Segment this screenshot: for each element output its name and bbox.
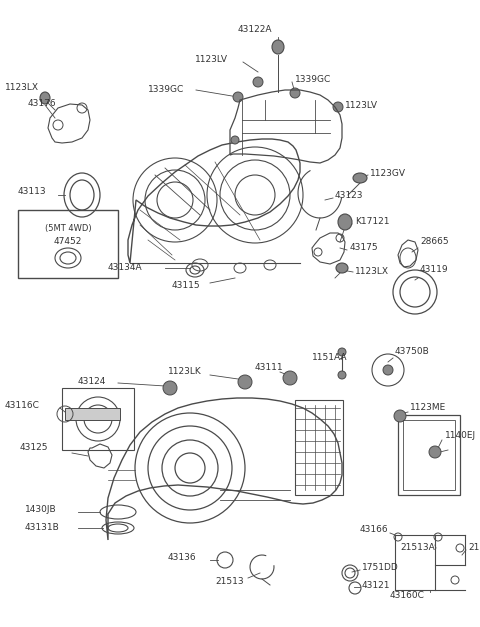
Text: 21513A: 21513A [400,544,435,552]
Ellipse shape [233,92,243,102]
Text: 43124: 43124 [78,377,107,386]
Ellipse shape [333,102,343,112]
Text: 43750B: 43750B [395,347,430,357]
Text: 1123LV: 1123LV [195,56,228,65]
Text: 43160C: 43160C [390,591,425,599]
Ellipse shape [40,92,50,104]
Ellipse shape [394,410,406,422]
Text: (5MT 4WD): (5MT 4WD) [45,223,91,233]
Text: 43121: 43121 [362,581,391,589]
Ellipse shape [336,263,348,273]
Ellipse shape [383,365,393,375]
Text: 1339GC: 1339GC [148,85,184,95]
Ellipse shape [231,136,239,144]
Text: 43125: 43125 [20,443,48,453]
Ellipse shape [353,173,367,183]
Text: 43131B: 43131B [25,524,60,532]
Text: 1151AA: 1151AA [312,354,348,362]
Text: 1123ME: 1123ME [410,404,446,413]
Text: 1751DD: 1751DD [362,564,399,572]
Ellipse shape [272,40,284,54]
Text: K17121: K17121 [355,218,389,226]
Text: 43116C: 43116C [5,401,40,409]
Text: 28665: 28665 [420,238,449,246]
Text: 21512: 21512 [468,544,480,552]
Bar [18,210,118,278]
Text: 1123LV: 1123LV [345,100,378,110]
Text: 1123LX: 1123LX [355,268,389,277]
Text: 43136: 43136 [168,554,197,562]
Text: 21513: 21513 [215,577,244,586]
Text: 1123GV: 1123GV [370,169,406,177]
Bar [65,408,120,420]
Ellipse shape [429,446,441,458]
Text: 43175: 43175 [350,243,379,253]
Text: 43122A: 43122A [238,26,272,34]
Bar [403,420,455,490]
Text: 43111: 43111 [255,364,284,372]
Ellipse shape [338,371,346,379]
Text: 1430JB: 1430JB [25,505,57,515]
Bar [295,400,343,495]
Ellipse shape [283,371,297,385]
Text: 1339GC: 1339GC [295,75,331,85]
Ellipse shape [238,375,252,389]
Text: 43176: 43176 [28,98,57,107]
Ellipse shape [290,88,300,98]
Text: 1123LK: 1123LK [168,367,202,376]
Bar [398,415,460,495]
Text: 43115: 43115 [172,280,201,290]
Text: 43123: 43123 [335,191,363,199]
Ellipse shape [163,381,177,395]
Ellipse shape [338,214,352,230]
Text: 43113: 43113 [18,187,47,196]
Text: 1140EJ: 1140EJ [445,431,476,440]
Text: 47452: 47452 [54,238,82,246]
Bar [62,388,134,450]
Ellipse shape [253,77,263,87]
Text: 43166: 43166 [360,525,389,534]
Text: 43134A: 43134A [108,263,143,273]
Text: 43119: 43119 [420,265,449,275]
Ellipse shape [338,348,346,356]
Text: 1123LX: 1123LX [5,83,39,93]
